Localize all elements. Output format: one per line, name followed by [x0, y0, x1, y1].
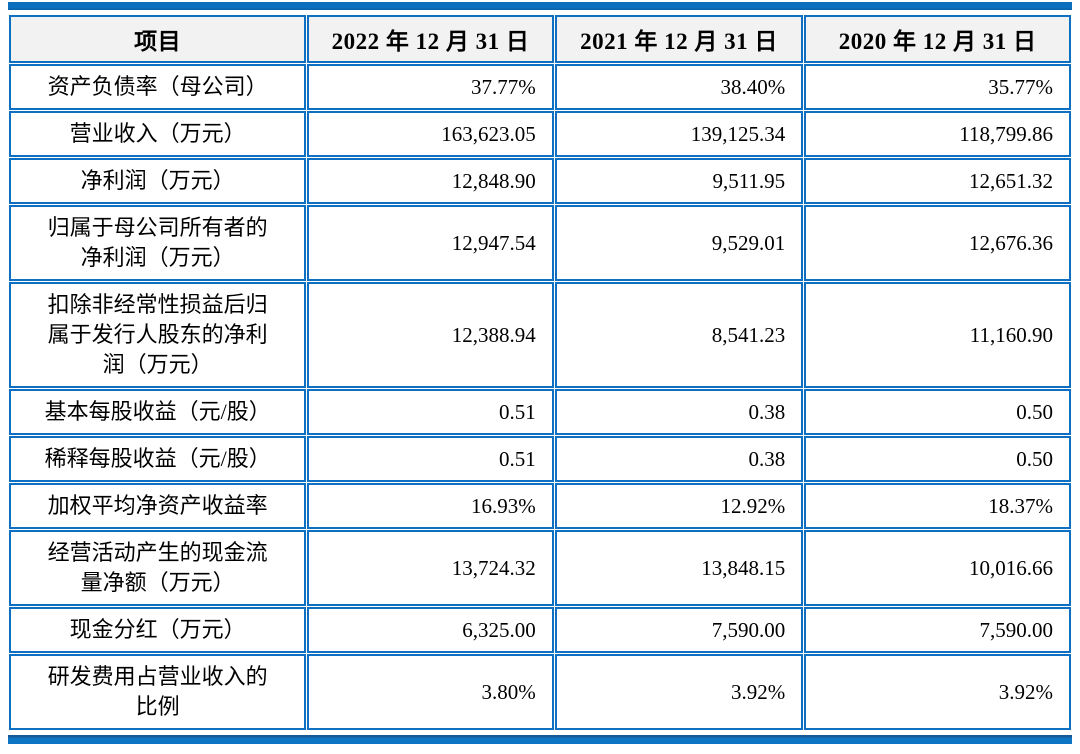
- row-label: 资产负债率（母公司）: [9, 64, 307, 110]
- row-label: 经营活动产生的现金流 量净额（万元）: [9, 530, 307, 606]
- cell-value: 3.92%: [804, 654, 1071, 730]
- cell-value: 9,511.95: [554, 158, 804, 204]
- cell-value: 12,676.36: [804, 205, 1071, 281]
- bottom-rule: [8, 735, 1072, 744]
- header-date-2022: 2022 年 12 月 31 日: [307, 15, 554, 63]
- table-row: 净利润（万元） 12,848.90 9,511.95 12,651.32: [9, 158, 1071, 204]
- cell-value: 12,848.90: [307, 158, 554, 204]
- row-label: 现金分红（万元）: [9, 607, 307, 653]
- cell-value: 35.77%: [804, 64, 1071, 110]
- cell-value: 0.38: [554, 436, 804, 482]
- cell-value: 10,016.66: [804, 530, 1071, 606]
- table-row: 基本每股收益（元/股） 0.51 0.38 0.50: [9, 389, 1071, 435]
- cell-value: 7,590.00: [804, 607, 1071, 653]
- cell-value: 12,388.94: [307, 282, 554, 388]
- row-label: 稀释每股收益（元/股）: [9, 436, 307, 482]
- cell-value: 12,651.32: [804, 158, 1071, 204]
- table-row: 现金分红（万元） 6,325.00 7,590.00 7,590.00: [9, 607, 1071, 653]
- header-date-2021: 2021 年 12 月 31 日: [554, 15, 804, 63]
- table-row: 扣除非经常性损益后归 属于发行人股东的净利 润（万元） 12,388.94 8,54…: [9, 282, 1071, 388]
- cell-value: 118,799.86: [804, 111, 1071, 157]
- table-row: 归属于母公司所有者的 净利润（万元） 12,947.54 9,529.01 12,67…: [9, 205, 1071, 281]
- cell-value: 139,125.34: [554, 111, 804, 157]
- cell-value: 7,590.00: [554, 607, 804, 653]
- cell-value: 6,325.00: [307, 607, 554, 653]
- cell-value: 8,541.23: [554, 282, 804, 388]
- cell-value: 16.93%: [307, 483, 554, 529]
- row-label: 扣除非经常性损益后归 属于发行人股东的净利 润（万元）: [9, 282, 307, 388]
- cell-value: 13,724.32: [307, 530, 554, 606]
- table-row: 稀释每股收益（元/股） 0.51 0.38 0.50: [9, 436, 1071, 482]
- header-item-column: 项目: [9, 15, 307, 63]
- cell-value: 0.38: [554, 389, 804, 435]
- cell-value: 13,848.15: [554, 530, 804, 606]
- top-rule: [8, 2, 1072, 10]
- cell-value: 0.50: [804, 436, 1071, 482]
- cell-value: 3.92%: [554, 654, 804, 730]
- row-label: 加权平均净资产收益率: [9, 483, 307, 529]
- cell-value: 12.92%: [554, 483, 804, 529]
- table-row: 经营活动产生的现金流 量净额（万元） 13,724.32 13,848.15 10,0…: [9, 530, 1071, 606]
- cell-value: 9,529.01: [554, 205, 804, 281]
- cell-value: 3.80%: [307, 654, 554, 730]
- cell-value: 0.51: [307, 389, 554, 435]
- header-row: 项目 2022 年 12 月 31 日 2021 年 12 月 31 日 202…: [9, 15, 1071, 63]
- financial-summary-table: 项目 2022 年 12 月 31 日 2021 年 12 月 31 日 202…: [8, 14, 1072, 731]
- cell-value: 11,160.90: [804, 282, 1071, 388]
- table-row: 营业收入（万元） 163,623.05 139,125.34 118,799.86: [9, 111, 1071, 157]
- cell-value: 37.77%: [307, 64, 554, 110]
- cell-value: 38.40%: [554, 64, 804, 110]
- table-body: 资产负债率（母公司） 37.77% 38.40% 35.77% 营业收入（万元） 163,…: [9, 64, 1071, 730]
- table-row: 加权平均净资产收益率 16.93% 12.92% 18.37%: [9, 483, 1071, 529]
- row-label: 归属于母公司所有者的 净利润（万元）: [9, 205, 307, 281]
- cell-value: 0.50: [804, 389, 1071, 435]
- cell-value: 0.51: [307, 436, 554, 482]
- cell-value: 18.37%: [804, 483, 1071, 529]
- header-date-2020: 2020 年 12 月 31 日: [804, 15, 1071, 63]
- row-label: 研发费用占营业收入的 比例: [9, 654, 307, 730]
- table-row: 研发费用占营业收入的 比例 3.80% 3.92% 3.92%: [9, 654, 1071, 730]
- row-label: 营业收入（万元）: [9, 111, 307, 157]
- table-header: 项目 2022 年 12 月 31 日 2021 年 12 月 31 日 202…: [9, 15, 1071, 63]
- cell-value: 163,623.05: [307, 111, 554, 157]
- table-row: 资产负债率（母公司） 37.77% 38.40% 35.77%: [9, 64, 1071, 110]
- row-label: 基本每股收益（元/股）: [9, 389, 307, 435]
- cell-value: 12,947.54: [307, 205, 554, 281]
- row-label: 净利润（万元）: [9, 158, 307, 204]
